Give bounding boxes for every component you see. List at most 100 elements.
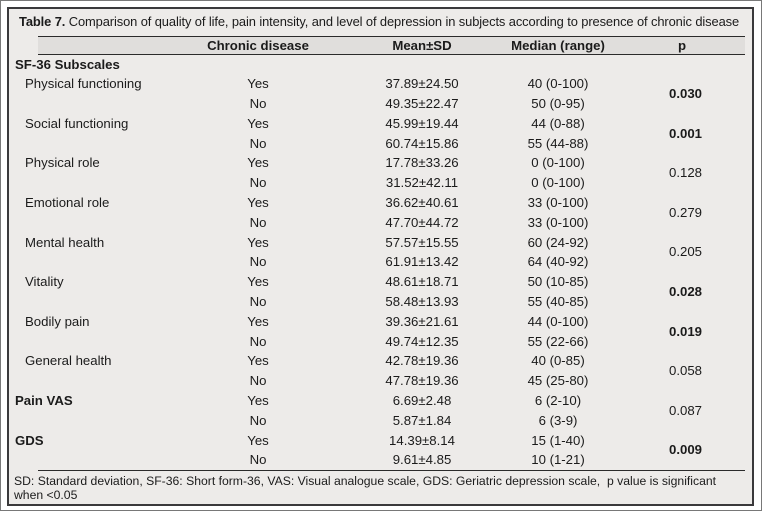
mean-sd-no: 61.91±13.42 [385, 254, 459, 270]
mean-sd-no: 31.52±42.11 [385, 175, 459, 191]
median-range-yes: 6 (2-10) [534, 393, 582, 409]
table-row-group: Pain VAS Yes 6.69±2.48 6 (2-10) 0.087 No… [9, 391, 752, 431]
chronic-disease-no: No [249, 135, 267, 151]
chronic-disease-yes: Yes [247, 115, 269, 131]
table-row-group: Social functioning Yes 45.99±19.44 44 (0… [9, 114, 752, 154]
mean-sd-yes: 48.61±18.71 [385, 274, 459, 290]
median-range-yes: 0 (0-100) [531, 155, 585, 171]
row-label: Bodily pain [25, 313, 90, 329]
mean-sd-yes: 14.39±8.14 [389, 432, 455, 448]
mean-sd-yes: 17.78±33.26 [385, 155, 459, 171]
table-number: Table 7. [19, 14, 66, 29]
chronic-disease-no: No [249, 254, 267, 270]
mean-sd-no: 49.35±22.47 [385, 96, 459, 112]
chronic-disease-no: No [249, 214, 267, 230]
median-range-no: 55 (44-88) [527, 135, 589, 151]
median-range-yes: 44 (0-88) [531, 115, 585, 131]
row-label: Pain VAS [15, 393, 73, 409]
table-caption-text: Comparison of quality of life, pain inte… [68, 14, 740, 29]
column-header-row: Chronic disease Mean±SD Median (range) p [38, 35, 745, 55]
column-header-median-range: Median (range) [511, 37, 605, 53]
row-label: Physical functioning [25, 76, 142, 92]
row-label: Vitality [25, 274, 64, 290]
column-header-chronic-disease: Chronic disease [207, 37, 309, 53]
median-range-no: 33 (0-100) [527, 214, 589, 230]
chronic-disease-yes: Yes [247, 155, 269, 171]
table-row-group: General health Yes 42.78±19.36 40 (0-85)… [9, 351, 752, 391]
p-value: 0.058 [668, 363, 702, 379]
chronic-disease-yes: Yes [247, 393, 269, 409]
chronic-disease-no: No [249, 294, 267, 310]
median-range-yes: 15 (1-40) [531, 432, 585, 448]
chronic-disease-no: No [249, 175, 267, 191]
table-row-group: Vitality Yes 48.61±18.71 50 (10-85) 0.02… [9, 272, 752, 312]
table-row-group: GDS Yes 14.39±8.14 15 (1-40) 0.009 No 9.… [9, 431, 752, 471]
chronic-disease-yes: Yes [247, 234, 269, 250]
median-range-no: 55 (40-85) [527, 294, 589, 310]
mean-sd-yes: 37.89±24.50 [385, 76, 459, 92]
p-value: 0.028 [668, 284, 702, 300]
mean-sd-yes: 39.36±21.61 [385, 313, 459, 329]
chronic-disease-no: No [249, 412, 267, 428]
median-range-yes: 40 (0-100) [527, 76, 589, 92]
table-row-group: Bodily pain Yes 39.36±21.61 44 (0-100) 0… [9, 312, 752, 352]
chronic-disease-yes: Yes [247, 353, 269, 369]
mean-sd-yes: 36.62±40.61 [385, 195, 459, 211]
row-label: Mental health [25, 234, 105, 250]
section-header-sf36: SF-36 Subscales [15, 56, 120, 72]
median-range-no: 64 (40-92) [527, 254, 589, 270]
row-label: General health [25, 353, 112, 369]
mean-sd-no: 9.61±4.85 [392, 452, 452, 468]
median-range-no: 6 (3-9) [538, 412, 578, 428]
row-label: Social functioning [25, 115, 129, 131]
mean-sd-no: 60.74±15.86 [385, 135, 459, 151]
mean-sd-yes: 57.57±15.55 [385, 234, 459, 250]
column-header-p: p [677, 37, 687, 53]
table-row-group: Physical functioning Yes 37.89±24.50 40 … [9, 74, 752, 114]
chronic-disease-no: No [249, 452, 267, 468]
median-range-yes: 50 (10-85) [527, 274, 589, 290]
p-value: 0.001 [668, 125, 702, 141]
mean-sd-yes: 6.69±2.48 [392, 393, 452, 409]
mean-sd-no: 5.87±1.84 [392, 412, 452, 428]
mean-sd-yes: 42.78±19.36 [385, 353, 459, 369]
table-row-group: Emotional role Yes 36.62±40.61 33 (0-100… [9, 193, 752, 233]
row-label: Physical role [25, 155, 100, 171]
mean-sd-no: 49.74±12.35 [385, 333, 459, 349]
chronic-disease-yes: Yes [247, 432, 269, 448]
chronic-disease-no: No [249, 373, 267, 389]
p-value: 0.087 [668, 402, 702, 418]
footnote-divider [38, 470, 745, 472]
p-value: 0.205 [668, 244, 702, 260]
chronic-disease-yes: Yes [247, 274, 269, 290]
median-range-no: 50 (0-95) [531, 96, 585, 112]
chronic-disease-no: No [249, 333, 267, 349]
median-range-yes: 40 (0-85) [531, 353, 585, 369]
chronic-disease-yes: Yes [247, 76, 269, 92]
table-frame: Table 7. Comparison of quality of life, … [7, 7, 754, 506]
chronic-disease-no: No [249, 96, 267, 112]
p-value: 0.279 [668, 204, 702, 220]
table-row-group: Physical role Yes 17.78±33.26 0 (0-100) … [9, 153, 752, 193]
chronic-disease-yes: Yes [247, 313, 269, 329]
table-body: SF-36 Subscales Physical functioning Yes… [9, 55, 752, 471]
median-range-no: 0 (0-100) [531, 175, 585, 191]
median-range-yes: 60 (24-92) [527, 234, 589, 250]
p-value: 0.009 [668, 442, 702, 458]
row-label: GDS [15, 432, 44, 448]
table-caption: Table 7. Comparison of quality of life, … [19, 14, 745, 30]
table-footnote: SD: Standard deviation, SF-36: Short for… [14, 474, 720, 503]
column-header-mean-sd: Mean±SD [392, 37, 452, 53]
chronic-disease-yes: Yes [247, 195, 269, 211]
table-row-group: Mental health Yes 57.57±15.55 60 (24-92)… [9, 233, 752, 273]
mean-sd-no: 58.48±13.93 [385, 294, 459, 310]
p-value: 0.128 [668, 165, 702, 181]
median-range-no: 55 (22-66) [527, 333, 589, 349]
mean-sd-no: 47.78±19.36 [385, 373, 459, 389]
mean-sd-no: 47.70±44.72 [385, 214, 459, 230]
mean-sd-yes: 45.99±19.44 [385, 115, 459, 131]
row-label: Emotional role [25, 195, 110, 211]
p-value: 0.019 [668, 323, 702, 339]
median-range-no: 45 (25-80) [527, 373, 589, 389]
